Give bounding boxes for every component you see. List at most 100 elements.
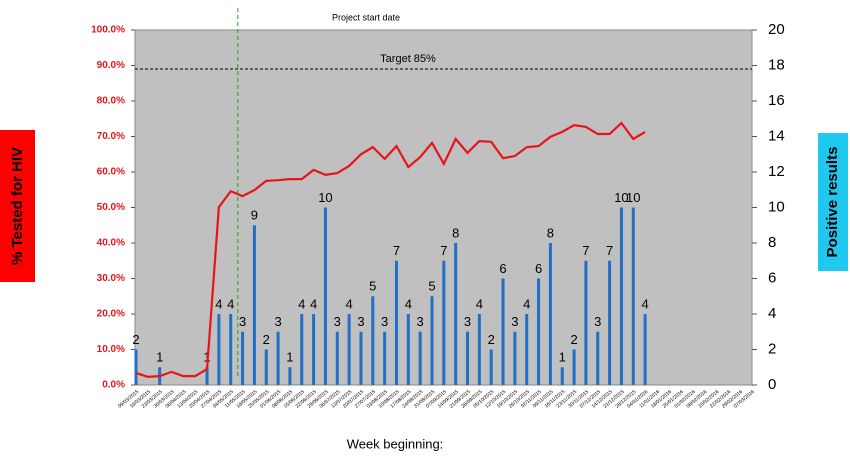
bar — [312, 314, 316, 385]
y-tick-label: 20.0% — [97, 309, 125, 320]
y2-tick-label: 8 — [768, 234, 776, 251]
data-label: 4 — [346, 296, 353, 311]
data-label: 4 — [476, 296, 483, 311]
bar — [619, 207, 623, 385]
data-label: 10 — [626, 190, 640, 205]
bar — [205, 367, 209, 385]
y-tick-label: 80.0% — [97, 96, 125, 107]
data-label: 8 — [452, 225, 459, 240]
bar — [418, 331, 422, 385]
data-label: 1 — [286, 350, 293, 365]
y2-tick-label: 6 — [768, 269, 776, 286]
data-label: 3 — [381, 314, 388, 329]
bar — [217, 314, 221, 385]
y2-tick-label: 20 — [768, 21, 785, 38]
bar — [335, 331, 339, 385]
bar — [383, 331, 387, 385]
y-tick-label: 90.0% — [97, 60, 125, 71]
data-label: 6 — [535, 261, 542, 276]
data-label: 1 — [156, 350, 163, 365]
bar — [548, 243, 552, 385]
bar — [241, 331, 245, 385]
data-label: 3 — [334, 314, 341, 329]
y-tick-label: 10.0% — [97, 344, 125, 355]
y-label-box — [0, 130, 35, 282]
bar — [537, 278, 541, 385]
y2-tick-label: 12 — [768, 163, 785, 180]
y2-tick-label: 14 — [768, 127, 785, 144]
data-label: 4 — [227, 296, 234, 311]
y-tick-label: 40.0% — [97, 238, 125, 249]
bar — [359, 331, 363, 385]
data-label: 7 — [606, 243, 613, 258]
data-label: 9 — [251, 208, 258, 223]
bar — [513, 331, 517, 385]
y-tick-label: 100.0% — [91, 25, 125, 36]
bar — [264, 349, 268, 385]
bar — [572, 349, 576, 385]
bar — [643, 314, 647, 385]
data-label: 3 — [239, 314, 246, 329]
bar — [489, 349, 493, 385]
data-label: 10 — [318, 190, 332, 205]
bar — [406, 314, 410, 385]
data-label: 4 — [405, 296, 412, 311]
bar — [584, 260, 588, 385]
y-tick-label: 0.0% — [102, 380, 125, 391]
data-label: 3 — [594, 314, 601, 329]
y2-tick-label: 16 — [768, 92, 785, 109]
y2-tick-label: 10 — [768, 198, 785, 215]
data-label: 2 — [132, 332, 139, 347]
bar — [560, 367, 564, 385]
data-label: 2 — [488, 332, 495, 347]
y2-tick-label: 4 — [768, 305, 776, 322]
bar — [134, 349, 138, 385]
y2-label-box — [818, 133, 848, 271]
data-label: 10 — [614, 190, 628, 205]
data-label: 4 — [298, 296, 305, 311]
bar — [501, 278, 505, 385]
data-label: 5 — [369, 279, 376, 294]
data-label: 4 — [310, 296, 317, 311]
data-label: 7 — [582, 243, 589, 258]
data-label: 4 — [523, 296, 530, 311]
data-label: 1 — [559, 350, 566, 365]
bar — [371, 296, 375, 385]
data-label: 5 — [428, 279, 435, 294]
bar — [477, 314, 481, 385]
bar — [229, 314, 233, 385]
data-label: 8 — [547, 225, 554, 240]
x-axis-title: Week beginning: — [347, 436, 444, 451]
bar — [300, 314, 304, 385]
data-label: 4 — [642, 296, 649, 311]
data-label: 2 — [263, 332, 270, 347]
y2-tick-label: 0 — [768, 376, 776, 393]
bar — [631, 207, 635, 385]
bar — [442, 260, 446, 385]
y-tick-label: 30.0% — [97, 273, 125, 284]
bar — [323, 207, 327, 385]
target-label: Target 85% — [380, 53, 436, 65]
line — [135, 121, 646, 378]
data-label: 3 — [417, 314, 424, 329]
bar — [608, 260, 612, 385]
project-start-label: Project start date — [332, 12, 400, 22]
y2-axis-title: Positive results — [824, 147, 841, 258]
y-tick-label: 50.0% — [97, 202, 125, 213]
bar — [596, 331, 600, 385]
y-tick-label: 60.0% — [97, 167, 125, 178]
y-tick-label: 70.0% — [97, 131, 125, 142]
data-label: 7 — [393, 243, 400, 258]
bar — [347, 314, 351, 385]
y2-tick-label: 18 — [768, 56, 785, 73]
data-label: 3 — [357, 314, 364, 329]
data-label: 3 — [511, 314, 518, 329]
data-label: 4 — [215, 296, 222, 311]
y2-tick-label: 2 — [768, 340, 776, 357]
bar — [252, 225, 256, 385]
bar — [525, 314, 529, 385]
data-label: 7 — [440, 243, 447, 258]
bar — [466, 331, 470, 385]
bar — [430, 296, 434, 385]
